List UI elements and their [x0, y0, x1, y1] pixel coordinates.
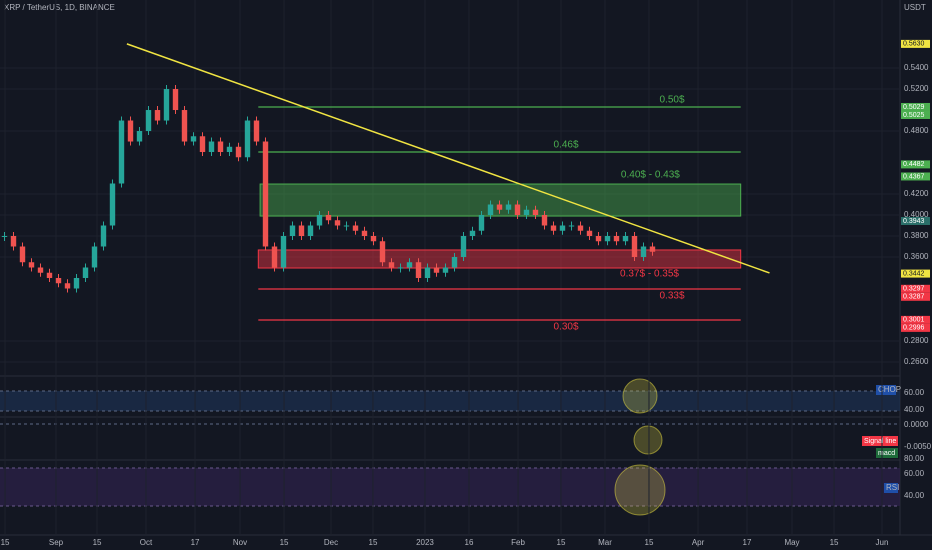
x-tick-label: 15	[93, 538, 102, 547]
y-tick-label: 0.4000	[904, 210, 929, 219]
x-tick-label: Mar	[598, 538, 612, 547]
x-tick-label: 2023	[416, 538, 434, 547]
price-tag-label: 0.3943	[903, 218, 925, 225]
macd-label: macd	[878, 450, 895, 457]
price-tag-label: 0.3442	[903, 270, 925, 277]
chop-tick: 60.00	[904, 388, 925, 397]
x-tick-label: 15	[830, 538, 839, 547]
zone	[259, 183, 742, 217]
rsi-band	[0, 468, 900, 506]
price-tag	[901, 172, 930, 181]
x-tick-label: 15	[645, 538, 654, 547]
highlight	[633, 425, 663, 455]
price-tag-label: 0.2996	[903, 325, 925, 332]
signal-label: Signal line	[864, 438, 896, 445]
highlight	[622, 378, 658, 414]
level-label: 0.30$	[553, 322, 578, 333]
price-tag-label: 0.5029	[903, 104, 925, 111]
price-tag-label: 0.5025	[903, 112, 925, 119]
highlight	[614, 464, 666, 516]
signal-label-box	[862, 436, 898, 446]
x-tick-label: 17	[743, 538, 752, 547]
currency: USDT	[904, 3, 926, 12]
chop-label-box	[876, 385, 896, 395]
price-tag-label: 0.3001	[903, 317, 925, 324]
price-tag	[901, 160, 930, 169]
x-tick-label: 15	[280, 538, 289, 547]
x-tick-label: Feb	[511, 538, 525, 547]
price-tag-label: 0.5630	[903, 41, 925, 48]
rsi-tick: 60.00	[904, 469, 925, 478]
level-label: 0.50$	[659, 95, 684, 106]
price-tag-label: 0.4482	[903, 161, 925, 168]
price-tag	[901, 292, 930, 301]
x-tick-label: Oct	[140, 538, 153, 547]
x-tick-label: 15	[369, 538, 378, 547]
zone-label: 0.37$ - 0.35$	[620, 269, 679, 280]
price-tag	[901, 216, 930, 225]
rsi-tick: 40.00	[904, 491, 925, 500]
y-tick-label: 0.2800	[904, 336, 929, 345]
macd-label-box	[876, 448, 898, 458]
y-tick-label: 0.2600	[904, 357, 929, 366]
x-tick-label: Dec	[324, 538, 338, 547]
price-tag	[901, 323, 930, 332]
level-label: 0.46$	[553, 140, 578, 151]
chop-label: CHOP	[878, 385, 901, 394]
symbol-title: XRP / TetherUS, 1D, BINANCE	[4, 3, 115, 12]
macd-tick: 0.0000	[904, 420, 929, 429]
price-tag-label: 0.3297	[903, 286, 925, 293]
y-tick-label: 0.5400	[904, 63, 929, 72]
rsi-label-box	[884, 483, 898, 493]
price-tag	[901, 102, 930, 111]
rsi-tick: 80.00	[904, 454, 925, 463]
x-tick-label: Nov	[233, 538, 247, 547]
trendline	[126, 43, 770, 274]
x-tick-label: Jun	[876, 538, 889, 547]
y-tick-label: 0.5200	[904, 84, 929, 93]
price-tag-label: 0.4367	[903, 173, 925, 180]
price-tag	[901, 315, 930, 324]
price-tag	[901, 284, 930, 293]
price-tag	[901, 39, 930, 48]
x-tick-label: 15	[557, 538, 566, 547]
y-tick-label: 0.3600	[904, 252, 929, 261]
price-tag-label: 0.3287	[903, 294, 925, 301]
macd-tick: -0.0050	[904, 442, 932, 451]
level-label: 0.33$	[659, 291, 684, 302]
price-tag	[901, 110, 930, 119]
y-tick-label: 0.4200	[904, 189, 929, 198]
chop-tick: 40.00	[904, 405, 925, 414]
x-tick-label: 15	[1, 538, 10, 547]
y-tick-label: 0.3800	[904, 231, 929, 240]
x-tick-label: 17	[191, 538, 200, 547]
y-tick-label: 0.4800	[904, 126, 929, 135]
zone-label: 0.40$ - 0.43$	[621, 170, 680, 181]
zone	[257, 249, 742, 269]
x-tick-label: 16	[465, 538, 474, 547]
rsi-label: RSI	[886, 483, 899, 492]
x-tick-label: Sep	[49, 538, 64, 547]
chop-band	[0, 391, 900, 411]
x-tick-label: Apr	[692, 538, 705, 547]
x-tick-label: May	[784, 538, 799, 547]
price-tag	[901, 269, 930, 278]
